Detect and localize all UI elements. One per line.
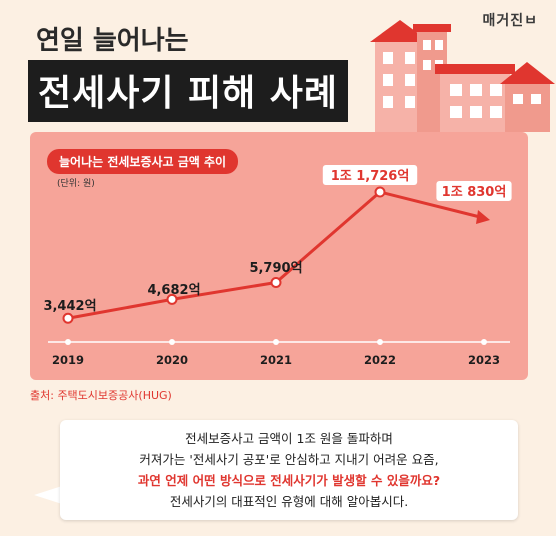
buildings-illustration <box>370 20 555 132</box>
data-point-2022 <box>374 186 386 198</box>
data-point-2021 <box>270 276 282 288</box>
callout-tail <box>34 486 62 504</box>
x-tick-label-2021: 2021 <box>260 353 292 367</box>
axis-dot-2019 <box>65 339 71 345</box>
chart-title: 늘어나는 전세보증사고 금액 추이 <box>47 149 239 174</box>
chart-unit-label: (단위: 원) <box>57 179 95 189</box>
data-point-2020 <box>166 293 178 305</box>
callout-line-2: 커져가는 '전세사기 공포'로 안심하고 지내기 어려운 요즘, <box>139 452 439 467</box>
data-label-2022: 1조 1,726억 <box>331 169 410 184</box>
callout-line-1: 전세보증사고 금액이 1조 원을 돌파하며 <box>185 431 393 446</box>
x-tick-label-2019: 2019 <box>52 353 84 367</box>
x-tick-label-2020: 2020 <box>156 353 188 367</box>
data-point-2019 <box>62 312 74 324</box>
axis-dot-2021 <box>273 339 279 345</box>
data-label-bg-2023 <box>436 181 512 201</box>
data-label-2023: 1조 830억 <box>442 185 507 200</box>
page-title: 전세사기 피해 사례 <box>28 60 349 122</box>
callout-line-4: 전세사기의 대표적인 유형에 대해 알아봅시다. <box>169 494 409 509</box>
axis-dot-2020 <box>169 339 175 345</box>
axis-dot-2022 <box>377 339 383 345</box>
data-label-2019: 3,442억 <box>43 299 96 314</box>
callout-line-3: 과연 언제 어떤 방식으로 전세사기가 발생할 수 있을까요? <box>137 473 441 488</box>
source-note: 출처: 주택도시보증공사(HUG) <box>30 389 172 402</box>
arrow-head <box>476 210 490 224</box>
page-subtitle: 연일 늘어나는 <box>36 26 189 56</box>
data-label-2021: 5,790억 <box>249 261 302 276</box>
series-line <box>67 190 485 320</box>
x-tick-label-2023: 2023 <box>468 353 500 367</box>
data-label-2020: 4,682억 <box>147 283 200 298</box>
data-label-bg-2022 <box>322 165 418 185</box>
x-tick-label-2022: 2022 <box>364 353 396 367</box>
callout-box: 전세보증사고 금액이 1조 원을 돌파하며 커져가는 '전세사기 공포'로 안심… <box>60 420 518 520</box>
brand-logo: 매거진ㅂ <box>482 13 538 29</box>
axis-dot-2023 <box>481 339 487 345</box>
